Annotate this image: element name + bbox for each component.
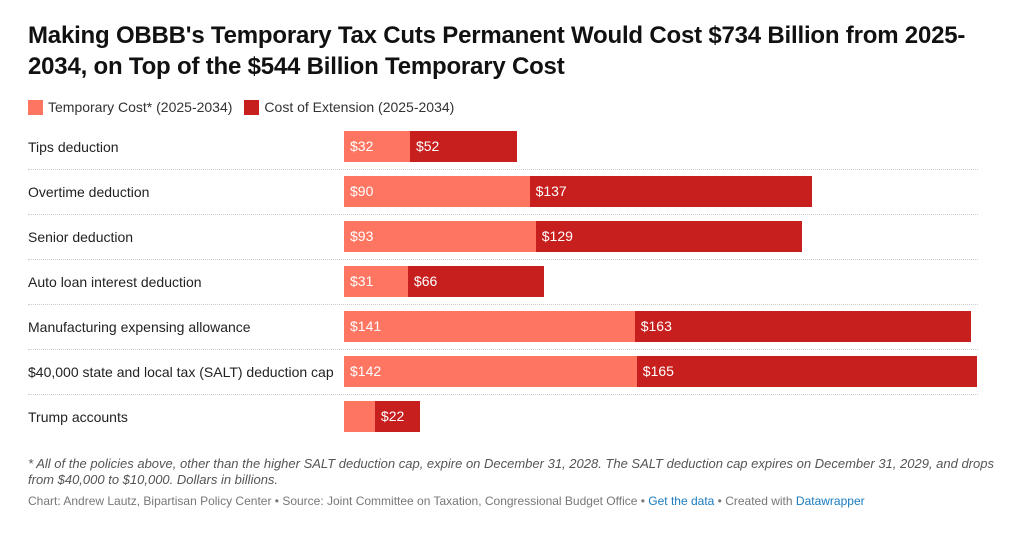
- category-label: Auto loan interest deduction: [28, 274, 202, 290]
- datawrapper-link[interactable]: Datawrapper: [795, 494, 865, 508]
- bar-extension: $163: [634, 311, 971, 342]
- bar-row: Senior deduction $93 $129: [28, 215, 978, 260]
- data-label: $66: [413, 273, 438, 289]
- bar-row: Auto loan interest deduction $31 $66: [28, 260, 978, 305]
- bar-extension: $165: [636, 356, 977, 387]
- data-label: $90: [350, 183, 374, 199]
- bar-row: Manufacturing expensing allowance $141 $16…: [28, 305, 978, 350]
- bar-temporary: $31: [344, 266, 408, 297]
- legend-item-extension: Cost of Extension (2025-2034): [244, 99, 454, 115]
- bar-temporary: $93: [344, 221, 536, 252]
- category-label: Manufacturing expensing allowance: [28, 319, 251, 335]
- bar-temporary: $32: [344, 131, 410, 162]
- bar-temporary: [344, 401, 375, 432]
- legend: Temporary Cost* (2025-2034) Cost of Exte…: [28, 99, 454, 115]
- data-label: $129: [541, 228, 573, 244]
- legend-label: Temporary Cost* (2025-2034): [48, 99, 233, 115]
- legend-swatch: [244, 99, 260, 115]
- category-label: Tips deduction: [28, 139, 119, 155]
- bar-temporary: $141: [344, 311, 635, 342]
- bar-row: Tips deduction $32 $52: [28, 125, 978, 170]
- chart-title: Making OBBB's Temporary Tax Cuts Permane…: [28, 22, 966, 80]
- get-data-link[interactable]: Get the data: [648, 494, 715, 508]
- category-label: Senior deduction: [28, 229, 134, 245]
- data-label: $93: [350, 228, 374, 244]
- created-text: • Created with: [714, 494, 796, 508]
- bar-row: Overtime deduction $90 $137: [28, 170, 978, 215]
- data-label: $52: [415, 138, 440, 154]
- data-label: $137: [535, 183, 567, 199]
- legend-label: Cost of Extension (2025-2034): [264, 99, 455, 115]
- bar-extension: $129: [535, 221, 802, 252]
- bar-chart: Tips deduction $32 $52 Overtime deduction $9…: [28, 125, 978, 439]
- data-label: $31: [350, 273, 374, 289]
- category-label: $40,000 state and local tax (SALT) deduc…: [28, 364, 334, 380]
- bar-temporary: $142: [344, 356, 637, 387]
- bar-row: Trump accounts $22: [28, 395, 978, 439]
- legend-swatch: [28, 99, 43, 115]
- category-label: Overtime deduction: [28, 184, 150, 200]
- data-label: $163: [640, 318, 672, 334]
- bar-extension: $22: [374, 401, 421, 432]
- data-label: $142: [350, 363, 382, 379]
- bar-extension: $66: [407, 266, 544, 297]
- source-text: Chart: Andrew Lautz, Bipartisan Policy C…: [28, 494, 649, 508]
- category-label: Trump accounts: [28, 409, 128, 425]
- bar-temporary: $90: [344, 176, 530, 207]
- legend-item-temporary: Temporary Cost* (2025-2034): [28, 99, 232, 115]
- footer: Chart: Andrew Lautz, Bipartisan Policy C…: [28, 494, 865, 508]
- data-label: $165: [642, 363, 674, 379]
- data-label: $141: [350, 318, 382, 334]
- data-label: $32: [350, 138, 374, 154]
- footnote: * All of the policies above, other than …: [28, 456, 994, 487]
- bar-row: $40,000 state and local tax (SALT) deduc…: [28, 350, 978, 395]
- bar-extension: $52: [409, 131, 518, 162]
- bar-extension: $137: [529, 176, 813, 207]
- data-label: $22: [380, 408, 405, 424]
